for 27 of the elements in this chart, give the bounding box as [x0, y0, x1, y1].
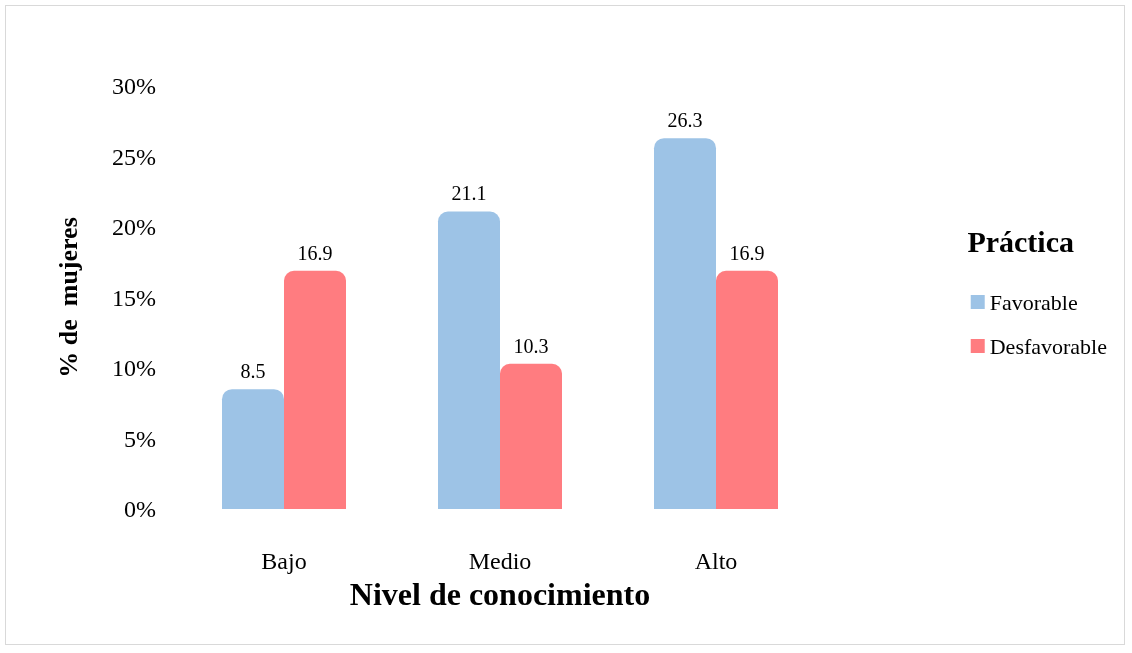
bar: [438, 211, 500, 509]
bar: [654, 138, 716, 509]
y-tick-label: 25%: [112, 143, 156, 170]
x-axis-title: Nivel de conocimiento: [349, 575, 651, 612]
legend-label: Desfavorable: [989, 333, 1108, 359]
y-tick-label: 0%: [124, 496, 156, 522]
y-tick-label: 5%: [124, 425, 156, 452]
y-tick-label: 30%: [112, 73, 156, 99]
data-label: 26.3: [667, 109, 703, 132]
bar: [284, 270, 346, 509]
data-label: 16.9: [297, 241, 333, 264]
data-label: 21.1: [451, 182, 487, 205]
bar: [500, 363, 562, 509]
y-tick-label: 20%: [112, 214, 156, 240]
x-tick-label: Medio: [468, 548, 532, 574]
y-axis-title: % de mujeres: [53, 217, 83, 378]
y-tick-label: 10%: [112, 355, 156, 381]
x-tick-label: Alto: [694, 548, 738, 574]
data-label: 10.3: [513, 334, 549, 357]
legend-label: Favorable: [989, 289, 1078, 315]
data-label: 8.5: [240, 360, 266, 383]
y-tick-label: 15%: [112, 284, 156, 311]
bar: [222, 389, 284, 509]
data-label: 16.9: [729, 241, 765, 264]
bar: [716, 270, 778, 509]
x-tick-label: Bajo: [261, 548, 307, 574]
legend-title: Práctica: [967, 224, 1075, 258]
